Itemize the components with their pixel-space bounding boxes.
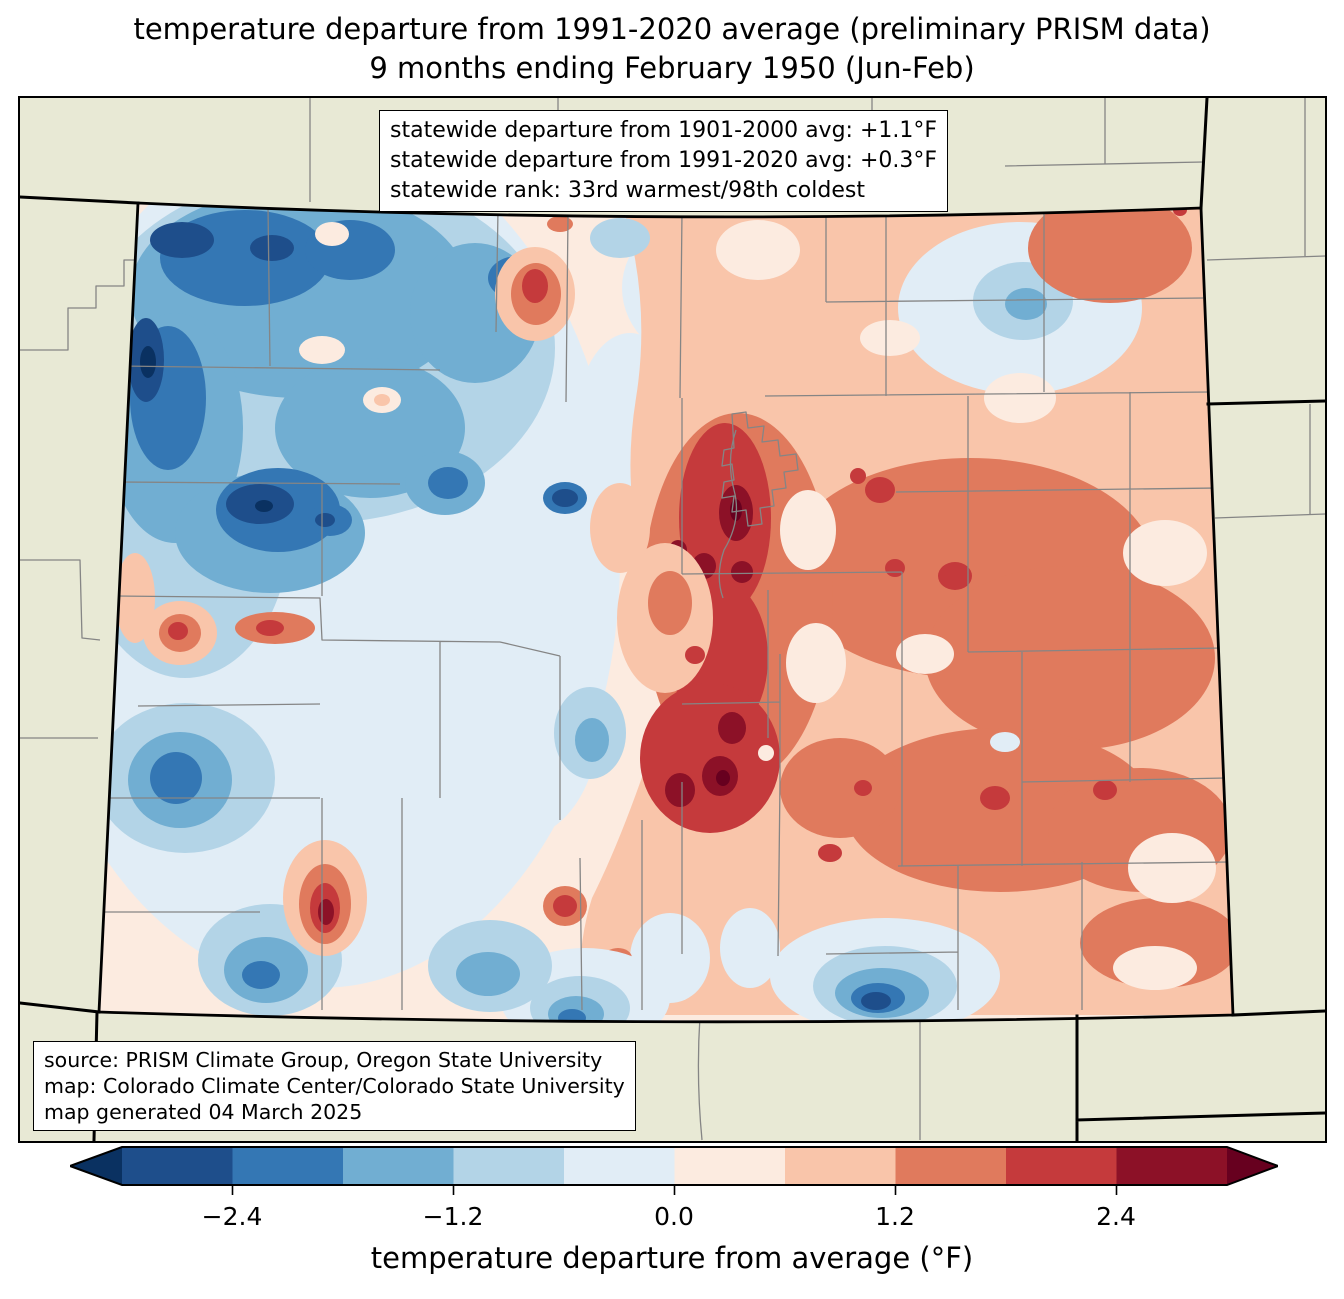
map-area: [18, 96, 1327, 1143]
colorbar-tick-label-1: −2.4: [201, 1202, 263, 1231]
temperature-anomaly-field: [99, 203, 1233, 1022]
colorbar-axis-label: temperature departure from average (°F): [370, 1241, 974, 1275]
source-line-3: map generated 04 March 2025: [44, 1100, 363, 1124]
colorbar-bin-2: [232, 1147, 343, 1185]
colorbar-over-arrow: [1227, 1147, 1278, 1185]
colorbar-bin-6: [674, 1147, 785, 1185]
colorado-anomaly-map: [20, 98, 1325, 1141]
colorbar-bin-3: [343, 1147, 454, 1185]
figure-title: temperature departure from 1991-2020 ave…: [0, 10, 1344, 88]
colorbar-tick-marks: [231, 1185, 1118, 1195]
stats-line-3: statewide rank: 33rd warmest/98th coldes…: [390, 178, 865, 203]
colorado-state-border: [97, 201, 1235, 1024]
colorbar-bin-9: [1006, 1147, 1117, 1185]
source-line-1: source: PRISM Climate Group, Oregon Stat…: [44, 1048, 603, 1072]
colorbar-bin-10: [1116, 1147, 1227, 1185]
title-line-2: 9 months ending February 1950 (Jun-Feb): [369, 51, 975, 85]
colorbar-tick-label-4: 1.2: [875, 1202, 915, 1231]
colorbar-bin-1: [122, 1147, 233, 1185]
colorbar-tick-label-2: −1.2: [422, 1202, 484, 1231]
source-line-2: map: Colorado Climate Center/Colorado St…: [44, 1074, 625, 1098]
colorbar-under-arrow: [70, 1147, 122, 1185]
colorbar-tick-label-3: 0.0: [654, 1202, 694, 1231]
colorbar: [70, 1146, 1278, 1195]
county-lines-colorado: [102, 205, 1231, 1011]
stats-box: statewide departure from 1901-2000 avg: …: [379, 110, 949, 212]
colorbar-outline: [70, 1146, 1278, 1186]
stats-line-2: statewide departure from 1991-2020 avg: …: [390, 148, 938, 173]
colorbar-bin-8: [895, 1147, 1006, 1185]
colorbar-bin-4: [453, 1147, 564, 1185]
colorbar-bin-7: [785, 1147, 896, 1185]
stats-line-1: statewide departure from 1901-2000 avg: …: [390, 118, 938, 143]
colorbar-bin-5: [564, 1147, 675, 1185]
title-line-1: temperature departure from 1991-2020 ave…: [133, 12, 1211, 46]
colorbar-tick-label-5: 2.4: [1096, 1202, 1136, 1231]
source-box: source: PRISM Climate Group, Oregon Stat…: [33, 1041, 636, 1131]
